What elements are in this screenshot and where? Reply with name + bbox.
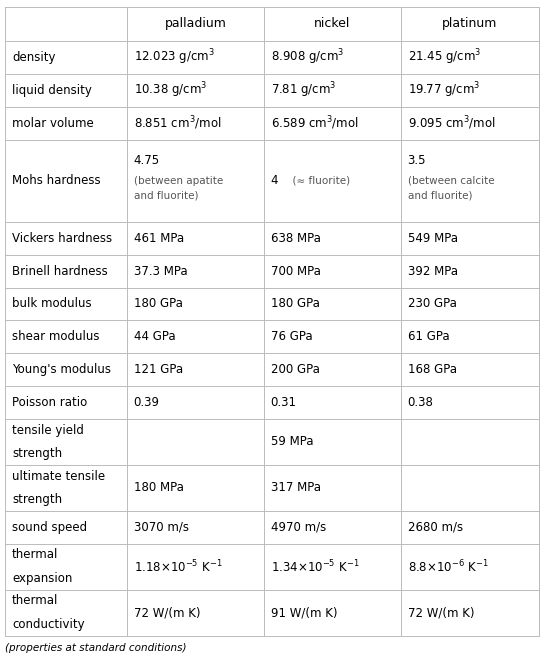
Text: 76 GPa: 76 GPa: [270, 330, 312, 344]
Text: 61 GPa: 61 GPa: [407, 330, 449, 344]
Text: 392 MPa: 392 MPa: [407, 265, 458, 277]
Text: expansion: expansion: [12, 572, 72, 585]
Text: 3.5: 3.5: [407, 155, 426, 167]
Text: 0.39: 0.39: [133, 396, 159, 409]
Text: Brinell hardness: Brinell hardness: [12, 265, 108, 277]
Text: 6.589 cm$^3$/mol: 6.589 cm$^3$/mol: [270, 115, 358, 132]
Text: 72 W/(m K): 72 W/(m K): [407, 606, 474, 619]
Text: (between calcite: (between calcite: [407, 176, 494, 186]
Text: 200 GPa: 200 GPa: [270, 363, 319, 376]
Text: 0.31: 0.31: [270, 396, 296, 409]
Text: 1.18×10$^{-5}$ K$^{-1}$: 1.18×10$^{-5}$ K$^{-1}$: [133, 558, 222, 575]
Text: 12.023 g/cm$^3$: 12.023 g/cm$^3$: [133, 48, 214, 67]
Text: Young's modulus: Young's modulus: [12, 363, 111, 376]
Text: thermal: thermal: [12, 548, 58, 562]
Text: 1.34×10$^{-5}$ K$^{-1}$: 1.34×10$^{-5}$ K$^{-1}$: [270, 558, 359, 575]
Text: density: density: [12, 51, 55, 64]
Text: 168 GPa: 168 GPa: [407, 363, 456, 376]
Text: and fluorite): and fluorite): [407, 191, 472, 201]
Text: and fluorite): and fluorite): [133, 191, 198, 201]
Text: 9.095 cm$^3$/mol: 9.095 cm$^3$/mol: [407, 115, 496, 132]
Text: 230 GPa: 230 GPa: [407, 297, 456, 310]
Text: 7.81 g/cm$^3$: 7.81 g/cm$^3$: [270, 81, 336, 100]
Text: Vickers hardness: Vickers hardness: [12, 231, 112, 245]
Text: thermal: thermal: [12, 594, 58, 608]
Text: strength: strength: [12, 493, 62, 506]
Text: 549 MPa: 549 MPa: [407, 231, 458, 245]
Text: 37.3 MPa: 37.3 MPa: [133, 265, 187, 277]
Text: sound speed: sound speed: [12, 521, 87, 534]
Text: shear modulus: shear modulus: [12, 330, 100, 344]
Text: (between apatite: (between apatite: [133, 176, 223, 186]
Text: bulk modulus: bulk modulus: [12, 297, 91, 310]
Text: 0.38: 0.38: [407, 396, 434, 409]
Text: 121 GPa: 121 GPa: [133, 363, 183, 376]
Text: tensile yield: tensile yield: [12, 424, 84, 437]
Text: 59 MPa: 59 MPa: [270, 436, 313, 448]
Text: 317 MPa: 317 MPa: [270, 482, 320, 494]
Text: 4: 4: [270, 174, 278, 187]
Text: 4970 m/s: 4970 m/s: [270, 521, 326, 534]
Text: 180 GPa: 180 GPa: [270, 297, 319, 310]
Text: 2680 m/s: 2680 m/s: [407, 521, 462, 534]
Text: conductivity: conductivity: [12, 618, 85, 631]
Text: 4.75: 4.75: [133, 155, 159, 167]
Text: 10.38 g/cm$^3$: 10.38 g/cm$^3$: [133, 81, 207, 100]
Text: nickel: nickel: [314, 17, 351, 31]
Text: 8.908 g/cm$^3$: 8.908 g/cm$^3$: [270, 48, 344, 67]
Text: (properties at standard conditions): (properties at standard conditions): [5, 643, 187, 653]
Text: palladium: palladium: [164, 17, 226, 31]
Text: 8.8×10$^{-6}$ K$^{-1}$: 8.8×10$^{-6}$ K$^{-1}$: [407, 558, 488, 575]
Text: 700 MPa: 700 MPa: [270, 265, 320, 277]
Text: 638 MPa: 638 MPa: [270, 231, 320, 245]
Text: 8.851 cm$^3$/mol: 8.851 cm$^3$/mol: [133, 115, 221, 132]
Text: 44 GPa: 44 GPa: [133, 330, 175, 344]
Text: 21.45 g/cm$^3$: 21.45 g/cm$^3$: [407, 48, 481, 67]
Text: 180 MPa: 180 MPa: [133, 482, 183, 494]
Text: (≈ fluorite): (≈ fluorite): [286, 176, 350, 186]
Text: 91 W/(m K): 91 W/(m K): [270, 606, 337, 619]
Text: molar volume: molar volume: [12, 117, 94, 130]
Text: strength: strength: [12, 447, 62, 460]
Text: 461 MPa: 461 MPa: [133, 231, 184, 245]
Text: ultimate tensile: ultimate tensile: [12, 470, 105, 482]
Text: liquid density: liquid density: [12, 84, 92, 97]
Text: Mohs hardness: Mohs hardness: [12, 174, 101, 187]
Text: 72 W/(m K): 72 W/(m K): [133, 606, 200, 619]
Text: 180 GPa: 180 GPa: [133, 297, 182, 310]
Text: 19.77 g/cm$^3$: 19.77 g/cm$^3$: [407, 81, 480, 100]
Text: 3070 m/s: 3070 m/s: [133, 521, 189, 534]
Text: platinum: platinum: [442, 17, 497, 31]
Text: Poisson ratio: Poisson ratio: [12, 396, 87, 409]
